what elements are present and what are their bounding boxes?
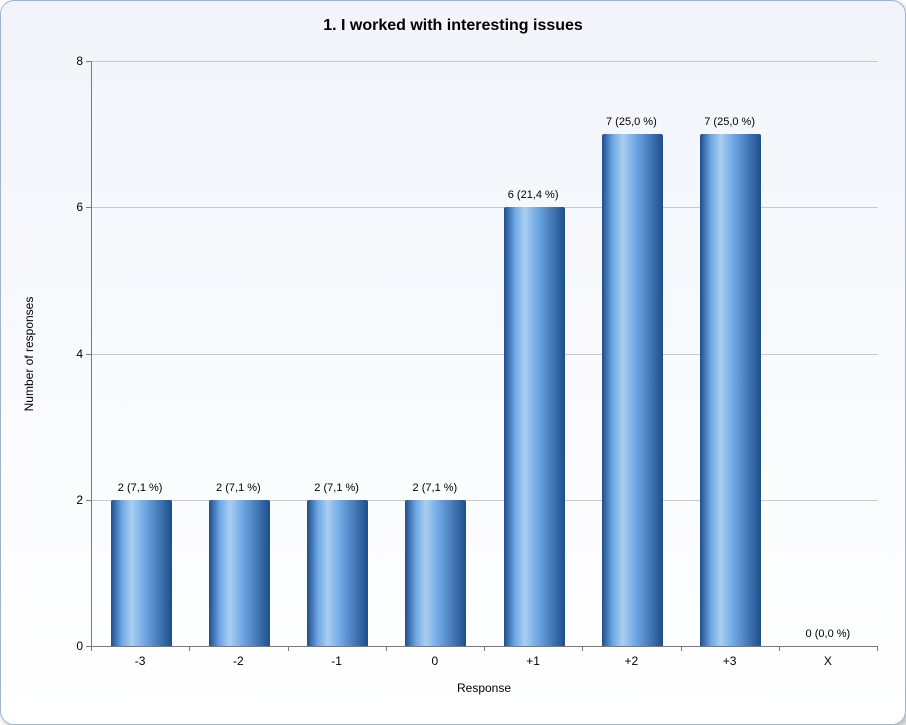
- gridline: [92, 61, 878, 62]
- x-tick-mark: [582, 646, 583, 651]
- bar: [700, 134, 761, 646]
- y-tick-label: 6: [61, 200, 83, 214]
- x-tick-label: +1: [526, 654, 540, 668]
- bar-value-label: 7 (25,0 %): [606, 116, 657, 128]
- y-tick-label: 8: [61, 54, 83, 68]
- y-tick-label: 4: [61, 347, 83, 361]
- y-tick-label: 2: [61, 493, 83, 507]
- bar: [504, 207, 565, 646]
- y-tick-mark: [86, 500, 91, 501]
- x-tick-label: +3: [723, 654, 737, 668]
- bar-value-label: 2 (7,1 %): [216, 482, 261, 494]
- x-tick-mark: [779, 646, 780, 651]
- x-tick-mark: [288, 646, 289, 651]
- chart-title: 1. I worked with interesting issues: [1, 17, 905, 35]
- bar: [111, 500, 172, 646]
- chart-card: 1. I worked with interesting issues Numb…: [0, 0, 906, 725]
- x-tick-mark: [189, 646, 190, 651]
- bar-value-label: 2 (7,1 %): [413, 482, 458, 494]
- plot-area: [91, 61, 878, 647]
- x-tick-label: -1: [331, 654, 342, 668]
- bar: [602, 134, 663, 646]
- y-tick-mark: [86, 61, 91, 62]
- x-tick-mark: [386, 646, 387, 651]
- bar-value-label: 6 (21,4 %): [508, 189, 559, 201]
- y-tick-label: 0: [61, 639, 83, 653]
- bar-value-label: 2 (7,1 %): [314, 482, 359, 494]
- x-tick-label: -2: [233, 654, 244, 668]
- x-tick-label: -3: [135, 654, 146, 668]
- x-tick-label: +2: [625, 654, 639, 668]
- y-tick-mark: [86, 207, 91, 208]
- x-axis-label: Response: [457, 681, 511, 695]
- bar-value-label: 7 (25,0 %): [704, 116, 755, 128]
- x-tick-mark: [91, 646, 92, 651]
- bar-value-label: 0 (0,0 %): [806, 628, 851, 640]
- y-tick-mark: [86, 354, 91, 355]
- bar-value-label: 2 (7,1 %): [118, 482, 163, 494]
- x-tick-mark: [484, 646, 485, 651]
- x-tick-mark: [681, 646, 682, 651]
- x-tick-mark: [877, 646, 878, 651]
- bar: [307, 500, 368, 646]
- y-axis-label: Number of responses: [22, 296, 36, 411]
- bar: [405, 500, 466, 646]
- bar: [209, 500, 270, 646]
- x-tick-label: 0: [432, 654, 439, 668]
- x-tick-label: X: [824, 654, 832, 668]
